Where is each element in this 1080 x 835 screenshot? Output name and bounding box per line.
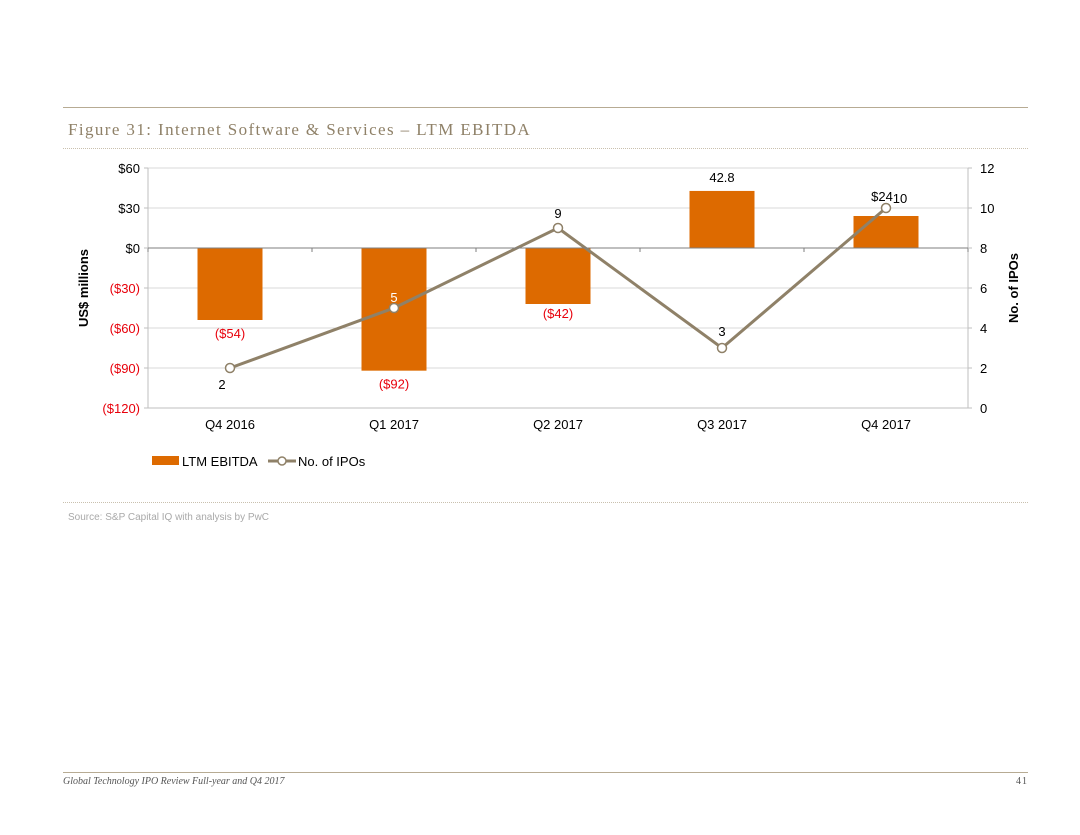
ipo-data-label: 3 — [718, 324, 725, 339]
source-divider — [63, 502, 1028, 503]
footer-title: Global Technology IPO Review Full-year a… — [63, 776, 285, 787]
ebitda-data-label: ($54) — [215, 326, 245, 341]
y-right-tick-label: 10 — [980, 201, 994, 216]
bar-layer — [197, 190, 919, 371]
y-left-tick-label: $0 — [126, 241, 140, 256]
x-tick-label: Q2 2017 — [533, 417, 583, 432]
legend-marker-ipos — [277, 456, 287, 466]
y-right-tick-label: 12 — [980, 161, 994, 176]
ipo-marker — [224, 362, 236, 374]
ebitda-data-label: $24 — [871, 189, 893, 204]
ipo-data-label: 10 — [893, 191, 907, 206]
y-axis-right-title: No. of IPOs — [1006, 253, 1021, 323]
bar-ebitda — [525, 248, 591, 304]
y-left-tick-label: ($30) — [110, 281, 140, 296]
footer-rule — [63, 772, 1028, 773]
title-divider — [63, 148, 1028, 149]
axis-layer: $60 $30 $0 ($30) ($60) ($90) ($120) 12 10 8 6 4 2 0 Q4… — [76, 161, 1021, 432]
bar-ebitda — [853, 216, 919, 248]
y-left-tick-label: ($60) — [110, 321, 140, 336]
ipo-marker — [880, 202, 892, 214]
ipo-marker — [552, 222, 564, 234]
y-axis-left-title: US$ millions — [76, 249, 91, 327]
x-tick-label: Q4 2017 — [861, 417, 911, 432]
ipo-data-label: 9 — [554, 206, 561, 221]
x-tick-label: Q1 2017 — [369, 417, 419, 432]
ebitda-data-label: ($42) — [543, 306, 573, 321]
page-number: 41 — [1016, 776, 1028, 787]
ebitda-data-label: 42.8 — [709, 170, 734, 185]
y-left-tick-label: ($90) — [110, 361, 140, 376]
y-right-tick-label: 4 — [980, 321, 987, 336]
top-rule — [63, 107, 1028, 108]
source-note: Source: S&P Capital IQ with analysis by … — [68, 512, 270, 523]
ipo-marker — [388, 302, 400, 314]
ipo-data-label: 2 — [218, 377, 225, 392]
figure-title: Figure 31: Internet Software & Services … — [68, 120, 532, 139]
ipo-marker — [716, 342, 728, 354]
label-layer: ($54) ($92) ($42) 42.8 $24 2 5 9 3 10 — [215, 170, 907, 392]
y-left-tick-label: $30 — [118, 201, 140, 216]
y-left-tick-label: ($120) — [102, 401, 140, 416]
ebitda-ipo-chart: ($54) ($92) ($42) 42.8 $24 2 5 9 3 10 $60 $30 $0 ($3… — [76, 161, 1021, 469]
legend-swatch-ebitda — [152, 456, 179, 465]
x-tick-label: Q3 2017 — [697, 417, 747, 432]
legend-label-ebitda: LTM EBITDA — [182, 454, 258, 469]
bar-ebitda — [689, 190, 755, 248]
y-right-tick-label: 2 — [980, 361, 987, 376]
ipo-data-label: 5 — [390, 290, 397, 305]
y-left-tick-label: $60 — [118, 161, 140, 176]
x-tick-label: Q4 2016 — [205, 417, 255, 432]
line-layer — [224, 202, 892, 374]
ebitda-data-label: ($92) — [379, 377, 409, 392]
bar-ebitda — [197, 248, 263, 320]
y-right-tick-label: 6 — [980, 281, 987, 296]
legend-label-ipos: No. of IPOs — [298, 454, 366, 469]
y-right-tick-label: 8 — [980, 241, 987, 256]
legend-layer: LTM EBITDA No. of IPOs — [152, 454, 366, 469]
y-right-tick-label: 0 — [980, 401, 987, 416]
